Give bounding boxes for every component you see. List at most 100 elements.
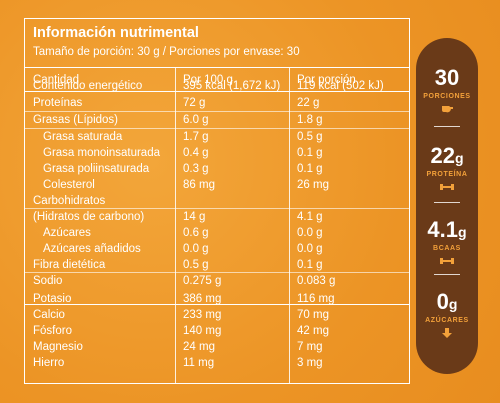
stat-protein-value: 22 [430, 143, 455, 168]
per-100-value: 0.275 g [183, 275, 222, 287]
nutrient-label: Magnesio [33, 341, 83, 353]
panel-subtitle: Tamaño de porción: 30 g / Porciones por … [33, 46, 300, 58]
table-row: Hierro 11 mg 3 mg [25, 356, 409, 370]
per-100-value: 0.6 g [183, 227, 209, 239]
stat-separator [434, 126, 460, 127]
table-row: Potasio 386 mg 116 mg [25, 292, 409, 306]
header-top-divider [25, 67, 409, 68]
nutrition-facts-panel: Información nutrimental Tamaño de porció… [24, 18, 410, 384]
table-row: Fósforo 140 mg 42 mg [25, 324, 409, 338]
nutrient-label: Sodio [33, 275, 63, 287]
dumbbell-icon [440, 184, 454, 190]
per-100-value: 140 mg [183, 325, 222, 337]
per-serving-value: 0.1 g [297, 259, 323, 271]
table-row: Carbohidratos [25, 194, 409, 208]
per-100-value: 0.0 g [183, 243, 209, 255]
dumbbell-icon [440, 258, 454, 264]
header-amount: Cantidad [33, 74, 80, 86]
table-row: Magnesio 24 mg 7 mg [25, 340, 409, 354]
per-100-value: 395 kcal (1,672 kJ) [183, 80, 281, 92]
per-100-value: 24 mg [183, 341, 215, 353]
per-100-value: 6.0 g [183, 114, 209, 126]
table-row: Azúcares añadidos 0.0 g 0.0 g [25, 242, 409, 256]
nutrient-label: Colesterol [43, 179, 95, 191]
per-100-value: 1.7 g [183, 131, 209, 143]
per-serving-value: 0.5 g [297, 131, 323, 143]
nutrient-label: Carbohidratos [33, 195, 106, 207]
per-serving-value: 26 mg [297, 179, 329, 191]
table-row: Colesterol 86 mg 26 mg [25, 178, 409, 192]
highlights-pill: 30 PORCIONES 22g PROTEÍNA 4.1g BCAAS 0g … [416, 38, 478, 374]
nutrient-label: Calcio [33, 309, 65, 321]
header-per-serving: Por porción [297, 74, 356, 86]
nutrient-label: (Hidratos de carbono) [33, 211, 145, 223]
table-row: Azúcares 0.6 g 0.0 g [25, 226, 409, 240]
stat-servings: 30 PORCIONES [416, 66, 478, 119]
nutrient-label: Grasa saturada [43, 131, 123, 143]
per-serving-value: 1.8 g [297, 114, 323, 126]
table-row: (Hidratos de carbono) 14 g 4.1 g [25, 210, 409, 224]
per-serving-value: 0.1 g [297, 163, 323, 175]
per-100-value: 0.5 g [183, 259, 209, 271]
per-100-value: 0.3 g [183, 163, 209, 175]
per-serving-value: 22 g [297, 97, 320, 109]
stat-servings-value: 30 [434, 65, 460, 90]
per-serving-value: 70 mg [297, 309, 329, 321]
row-divider [25, 111, 409, 112]
nutrient-label: Azúcares añadidos [43, 243, 141, 255]
table-row: Grasa poliinsaturada 0.3 g 0.1 g [25, 162, 409, 176]
row-divider [25, 128, 409, 129]
per-serving-value: 0.1 g [297, 147, 323, 159]
stat-protein-label: PROTEÍNA [426, 171, 468, 178]
per-serving-value: 0.083 g [297, 275, 336, 287]
per-serving-value: 0.0 g [297, 243, 323, 255]
stat-sugars-label: AZÚCARES [425, 317, 469, 324]
per-serving-value: 0.0 g [297, 227, 323, 239]
table-row: Grasa monoinsaturada 0.4 g 0.1 g [25, 146, 409, 160]
minerals-divider [25, 304, 409, 305]
header-bottom-divider [25, 91, 409, 92]
stat-separator [434, 202, 460, 203]
per-serving-value: 116 mg [297, 293, 335, 305]
per-serving-value: 42 mg [297, 325, 329, 337]
stat-sugars-value: 0 [436, 289, 449, 314]
per-serving-value: 4.1 g [297, 211, 323, 223]
stat-bcaas-value: 4.1 [427, 217, 459, 242]
table-row: Sodio 0.275 g 0.083 g [25, 274, 409, 288]
nutrient-label: Fósforo [33, 325, 72, 337]
per-serving-value: 119 kcal (502 kJ) [297, 80, 384, 92]
per-100-value: 233 mg [183, 309, 222, 321]
stat-protein: 22g PROTEÍNA [416, 144, 478, 197]
row-divider [25, 208, 409, 209]
table-row: Proteínas 72 g 22 g [25, 96, 409, 110]
table-row: Grasa saturada 1.7 g 0.5 g [25, 130, 409, 144]
per-100-value: 11 mg [183, 357, 215, 369]
table-row: Calcio 233 mg 70 mg [25, 308, 409, 322]
header-per-100: Por 100 g [183, 74, 233, 86]
nutrient-label: Contenido energético [33, 80, 143, 92]
per-100-value: 386 mg [183, 293, 222, 305]
row-divider [25, 272, 409, 273]
nutrient-label: Potasio [33, 293, 72, 305]
per-100-value: 72 g [183, 97, 206, 109]
table-row: Fibra dietética 0.5 g 0.1 g [25, 258, 409, 272]
column-divider-2 [289, 67, 290, 383]
per-100-value: 14 g [183, 211, 206, 223]
nutrient-label: Fibra dietética [33, 259, 106, 271]
scoop-icon [442, 106, 453, 113]
stat-servings-label: PORCIONES [423, 93, 471, 100]
per-100-value: 86 mg [183, 179, 215, 191]
header-row: Cantidad Por 100 g Por porción [25, 73, 409, 87]
table-row: Contenido energético 395 kcal (1,672 kJ) 1… [25, 79, 409, 93]
stat-sugars: 0g AZÚCARES [416, 290, 478, 343]
nutrient-label: Grasa poliinsaturada [43, 163, 150, 175]
stat-separator [434, 274, 460, 275]
stat-bcaas: 4.1g BCAAS [416, 218, 478, 271]
nutrient-label: Grasa monoinsaturada [43, 147, 160, 159]
panel-title: Información nutrimental [33, 25, 199, 41]
per-serving-value: 3 mg [297, 357, 323, 369]
stat-bcaas-label: BCAAS [433, 245, 461, 252]
nutrient-label: Azúcares [43, 227, 91, 239]
nutrient-label: Grasas (Lípidos) [33, 114, 119, 126]
down-arrow-icon [442, 328, 452, 338]
